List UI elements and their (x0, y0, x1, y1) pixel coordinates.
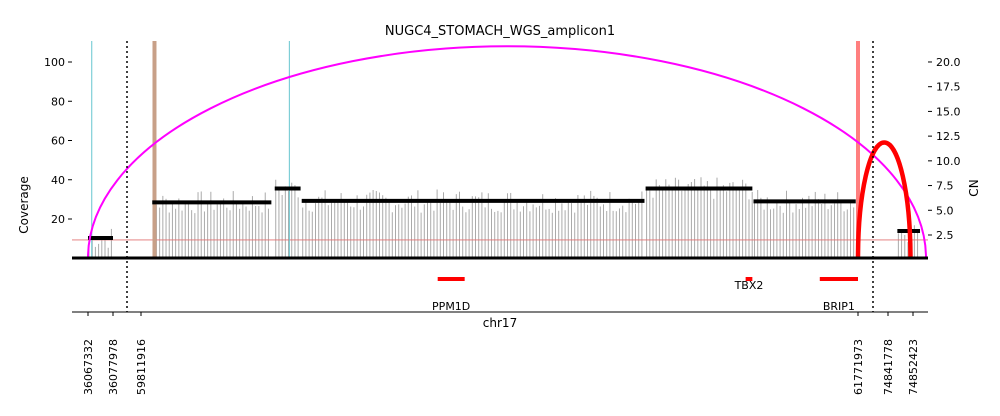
x-breakpoint-label: 61771973 (852, 339, 865, 395)
x-breakpoint-label: 74852423 (907, 339, 920, 395)
y2-tick-label: 20.0 (936, 56, 961, 69)
y2-tick-label: 12.5 (936, 130, 961, 143)
y-tick-label: 40 (51, 174, 65, 187)
x-breakpoint-label: 59811916 (135, 339, 148, 395)
gene-track: PPM1D TBX2 BRIP1 (432, 277, 858, 313)
y-tick-label: 80 (51, 95, 65, 108)
y-tick-label: 100 (44, 56, 65, 69)
x-breakpoint-label: 36077978 (107, 339, 120, 395)
y-axis-left: 20 40 60 80 100 (44, 56, 72, 226)
sv-arc (855, 140, 913, 259)
y2-tick-label: 17.5 (936, 81, 961, 94)
gene-label: TBX2 (734, 279, 764, 292)
sv-arc (87, 45, 927, 259)
y2-tick-label: 15.0 (936, 105, 961, 118)
y-axis-right: 2.5 5.0 7.5 10.0 12.5 15.0 17.5 20.0 (928, 56, 961, 242)
x-breakpoint-ticks: 36067332 36077978 59811916 61771973 74841778… (82, 312, 920, 395)
gene-label: PPM1D (432, 300, 470, 313)
y2-tick-label: 10.0 (936, 155, 961, 168)
coverage-bars-layer (88, 177, 919, 258)
cn-segments-layer (88, 186, 921, 240)
y-tick-label: 60 (51, 135, 65, 148)
y2-tick-label: 2.5 (936, 229, 954, 242)
x-axis-label: chr17 (483, 316, 517, 330)
region-dividers (126, 41, 874, 312)
chart-title: NUGC4_STOMACH_WGS_amplicon1 (385, 24, 615, 39)
x-breakpoint-label: 36067332 (82, 339, 95, 395)
y2-tick-label: 5.0 (936, 204, 954, 217)
gene-label: BRIP1 (823, 300, 855, 313)
y-tick-label: 20 (51, 213, 65, 226)
y-axis-label: Coverage (17, 176, 31, 234)
x-breakpoint-label: 74841778 (882, 339, 895, 395)
arcs-layer (87, 45, 927, 259)
y2-axis-label: CN (967, 179, 981, 196)
y2-tick-label: 7.5 (936, 180, 954, 193)
